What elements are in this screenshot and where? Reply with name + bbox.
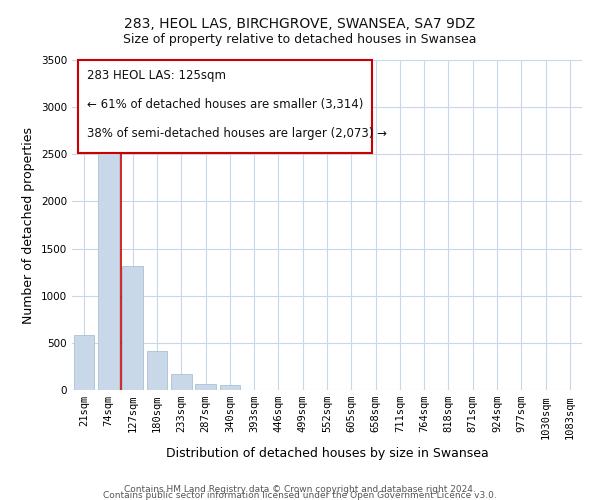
Bar	[98, 116, 119, 390]
Bar	[122, 266, 143, 390]
Text: ← 61% of detached houses are smaller (3,314): ← 61% of detached houses are smaller (3,…	[87, 98, 364, 111]
Y-axis label: Number of detached properties: Number of detached properties	[22, 126, 35, 324]
Text: 283 HEOL LAS: 125sqm: 283 HEOL LAS: 125sqm	[87, 69, 226, 82]
Text: Contains public sector information licensed under the Open Government Licence v3: Contains public sector information licen…	[103, 491, 497, 500]
Bar	[171, 374, 191, 390]
Bar	[74, 336, 94, 390]
Bar	[146, 351, 167, 390]
Text: 283, HEOL LAS, BIRCHGROVE, SWANSEA, SA7 9DZ: 283, HEOL LAS, BIRCHGROVE, SWANSEA, SA7 …	[124, 18, 476, 32]
Bar	[195, 384, 216, 390]
Text: Size of property relative to detached houses in Swansea: Size of property relative to detached ho…	[123, 32, 477, 46]
Text: Contains HM Land Registry data © Crown copyright and database right 2024.: Contains HM Land Registry data © Crown c…	[124, 485, 476, 494]
Text: 38% of semi-detached houses are larger (2,073) →: 38% of semi-detached houses are larger (…	[87, 126, 387, 140]
Bar	[220, 385, 240, 390]
X-axis label: Distribution of detached houses by size in Swansea: Distribution of detached houses by size …	[166, 447, 488, 460]
